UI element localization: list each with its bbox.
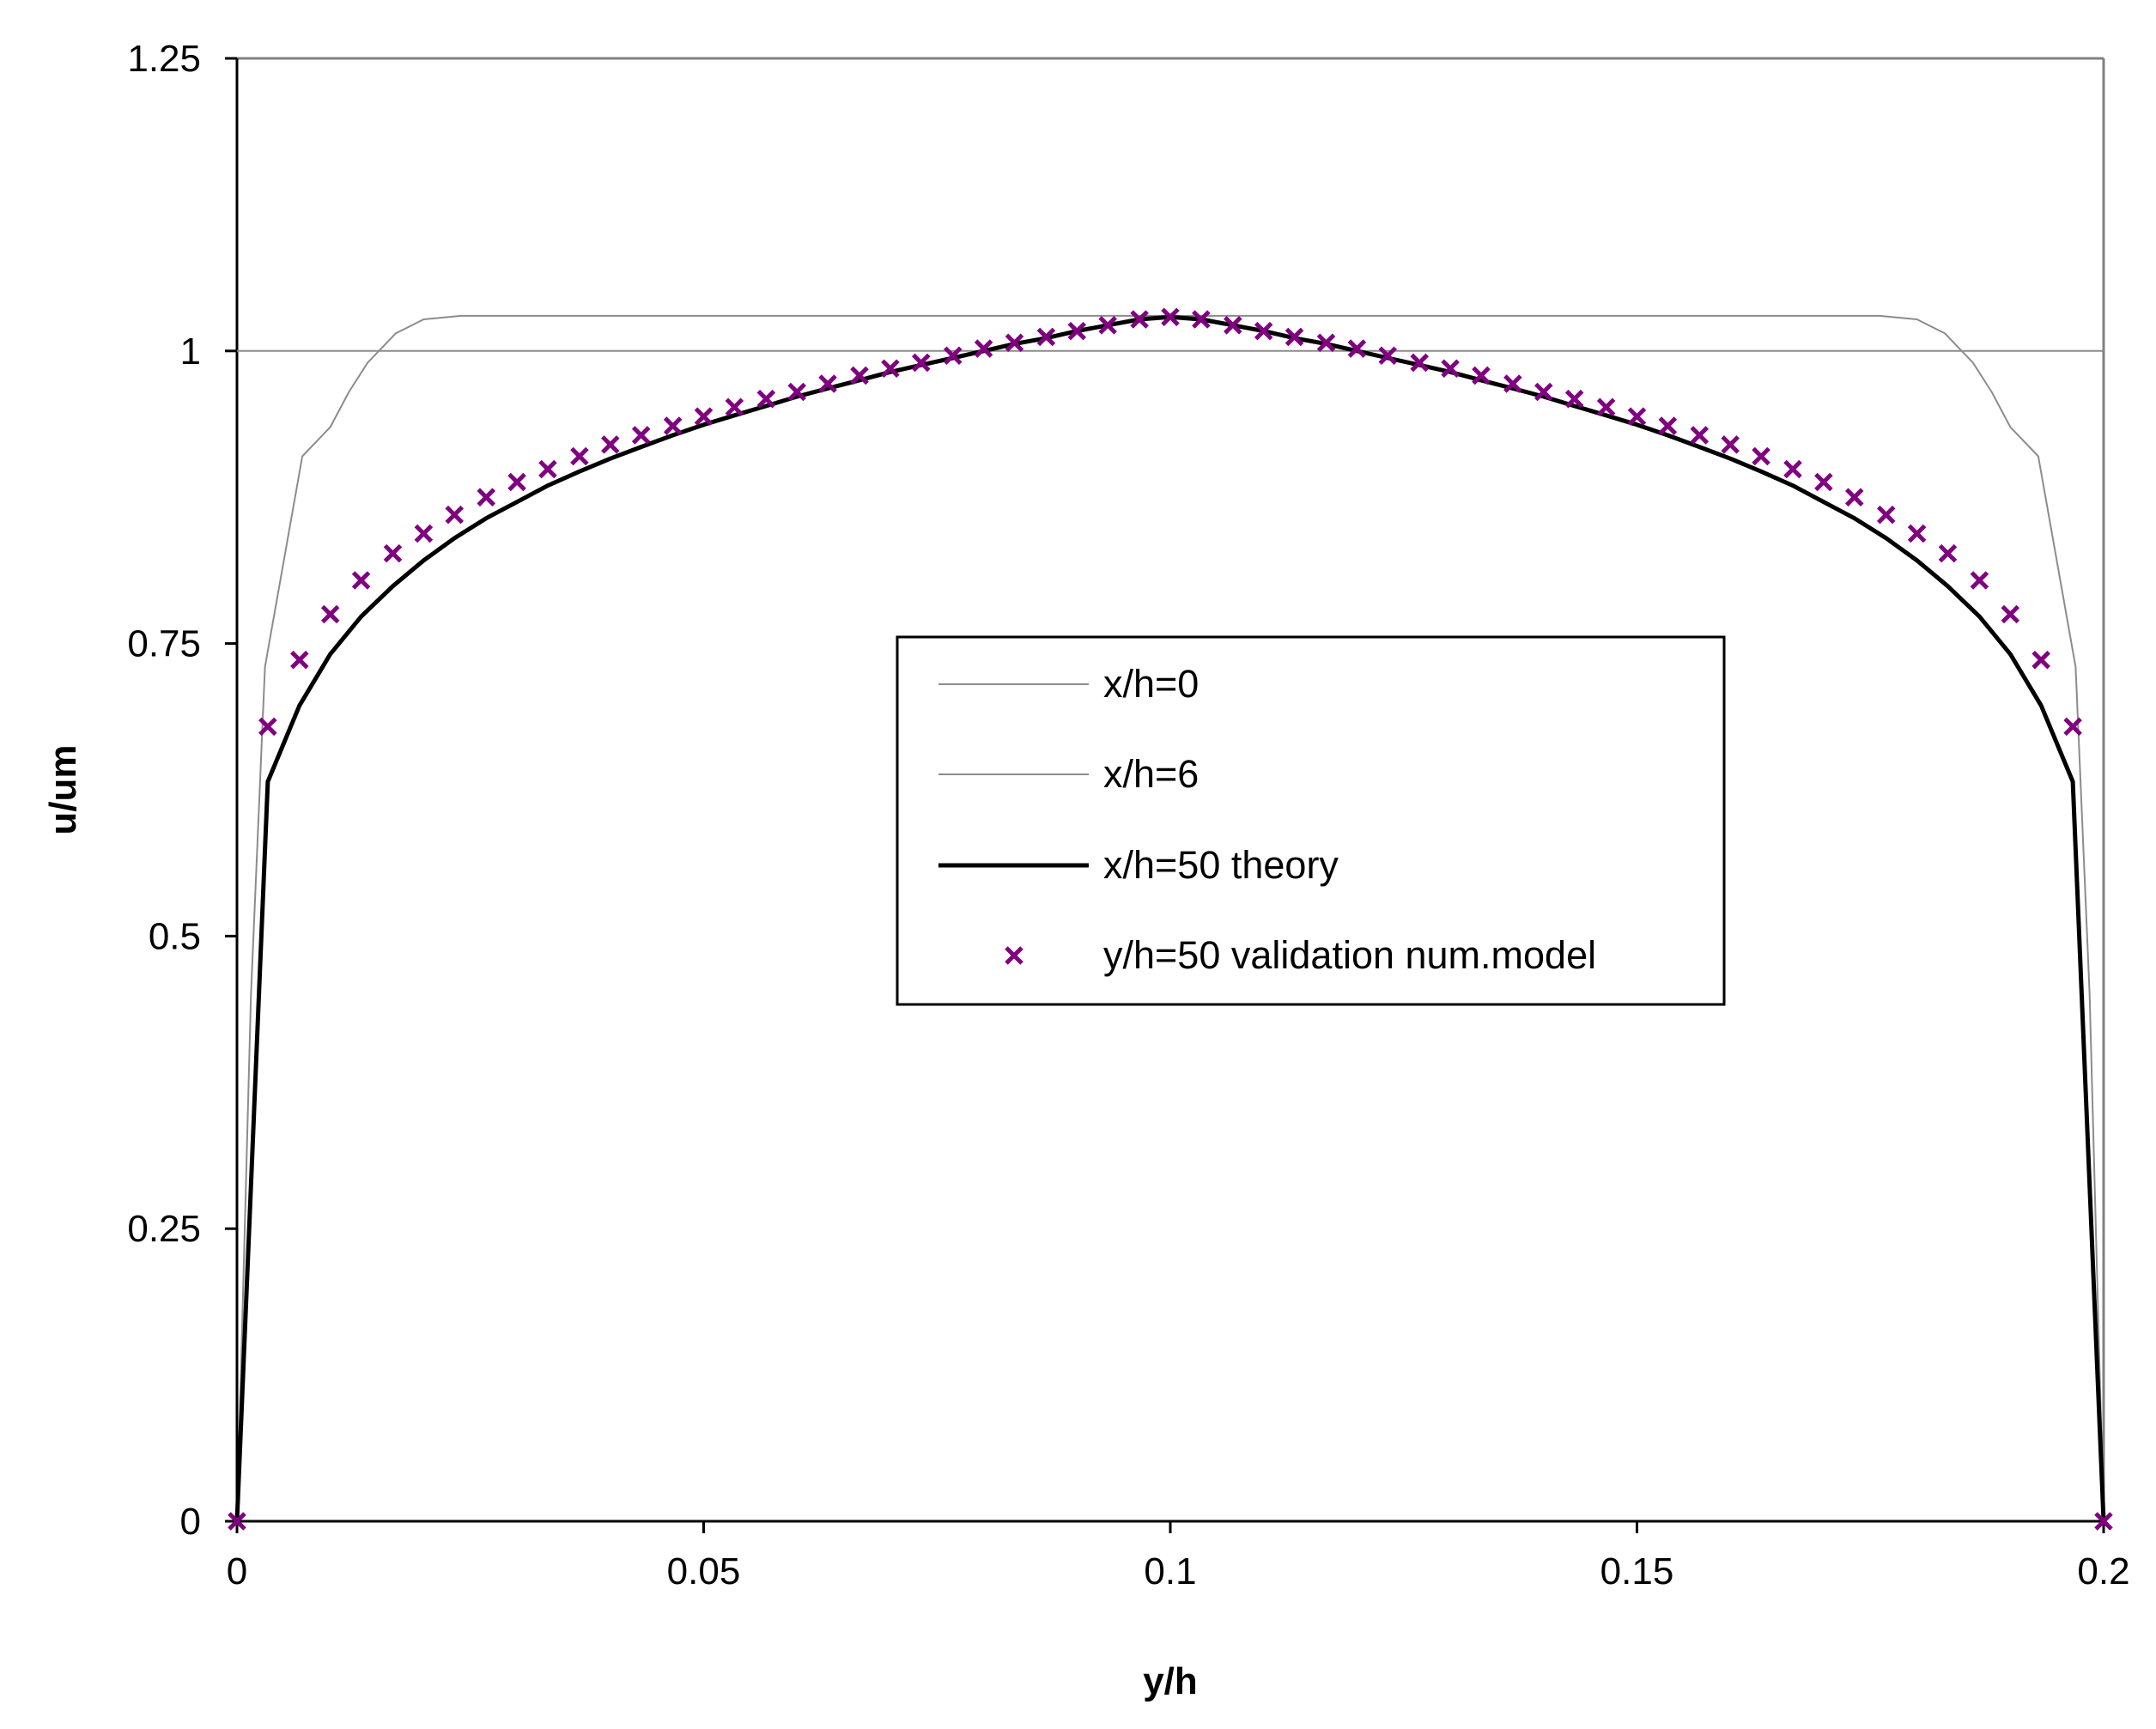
data-point-y-h-50-validation-num-model [2001, 604, 2020, 624]
x-tick-label: 0.1 [1144, 1550, 1196, 1592]
data-point-y-h-50-validation-num-model [383, 543, 403, 563]
axis-ticks: 0 0.05 0.1 0.15 0.2 0 0.25 0.5 0.75 1 1.25 [127, 38, 2129, 1592]
data-point-y-h-50-validation-num-model [477, 488, 495, 507]
data-point-y-h-50-validation-num-model [912, 353, 931, 373]
y-tick-label: 1 [180, 331, 201, 373]
data-point-y-h-50-validation-num-model [1845, 488, 1864, 507]
legend-swatch-validation [1005, 946, 1023, 965]
legend-label-validation: y/h=50 validation num.model [1103, 933, 1596, 977]
data-point-y-h-50-validation-num-model [2094, 1512, 2113, 1531]
data-point-y-h-50-validation-num-model [1596, 397, 1616, 417]
data-point-y-h-50-validation-num-model [1224, 316, 1242, 335]
data-point-y-h-50-validation-num-model [974, 339, 993, 358]
data-point-y-h-50-validation-num-model [1192, 310, 1211, 329]
data-point-y-h-50-validation-num-model [631, 426, 651, 445]
data-point-y-h-50-validation-num-model [1627, 407, 1647, 426]
data-point-y-h-50-validation-num-model [756, 389, 776, 409]
data-point-y-h-50-validation-num-model [1472, 366, 1491, 385]
data-point-y-h-50-validation-num-model [818, 374, 837, 393]
data-point-y-h-50-validation-num-model [1347, 339, 1367, 358]
data-point-y-h-50-validation-num-model [570, 446, 589, 466]
data-point-y-h-50-validation-num-model [1378, 346, 1398, 366]
x-tick-label: 0.05 [667, 1550, 741, 1592]
data-point-y-h-50-validation-num-model [1441, 359, 1460, 379]
data-point-y-h-50-validation-num-model [1098, 316, 1117, 335]
data-point-y-h-50-validation-num-model [258, 717, 277, 737]
data-point-y-h-50-validation-num-model [538, 459, 557, 479]
legend-label-x-h-6: x/h=6 [1103, 752, 1199, 796]
legend-box [896, 635, 1726, 1006]
x-tick-label: 0.2 [2077, 1550, 2129, 1592]
data-point-y-h-50-validation-num-model [1752, 446, 1770, 466]
data-point-y-h-50-validation-num-model [1254, 321, 1273, 341]
legend: x/h=0 x/h=6 x/h=50 theory y/h=50 validat… [896, 635, 1726, 1006]
data-point-y-h-50-validation-num-model [1161, 307, 1180, 327]
data-point-y-h-50-validation-num-model [1564, 389, 1584, 409]
data-point-y-h-50-validation-num-model [1907, 524, 1927, 543]
data-point-y-h-50-validation-num-model [725, 397, 744, 417]
y-tick-label: 1.25 [127, 38, 201, 80]
data-point-y-h-50-validation-num-model [1284, 327, 1304, 347]
data-point-y-h-50-validation-num-model [943, 346, 963, 366]
x-axis-title: y/h [1143, 1660, 1198, 1702]
y-tick-label: 0 [180, 1501, 201, 1543]
data-point-y-h-50-validation-num-model [1783, 459, 1802, 479]
data-point-y-h-50-validation-num-model [1130, 310, 1149, 329]
data-point-y-h-50-validation-num-model [507, 472, 526, 492]
data-point-y-h-50-validation-num-model [1721, 435, 1740, 454]
data-point-y-h-50-validation-num-model [694, 407, 714, 426]
y-tick-label: 0.25 [127, 1208, 201, 1250]
data-point-y-h-50-validation-num-model [1316, 333, 1336, 353]
y-axis-title: u/um [42, 744, 84, 834]
series-layer [228, 307, 2113, 1531]
y-tick-label: 0.5 [149, 915, 201, 957]
data-point-y-h-50-validation-num-model [1036, 327, 1056, 347]
data-point-y-h-50-validation-num-model [850, 366, 869, 385]
data-point-y-h-50-validation-num-model [881, 359, 900, 379]
data-point-y-h-50-validation-num-model [290, 650, 309, 670]
legend-label-x-h-0: x/h=0 [1103, 662, 1199, 706]
data-point-y-h-50-validation-num-model [1534, 382, 1553, 402]
data-point-y-h-50-validation-num-model [351, 571, 371, 590]
data-point-y-h-50-validation-num-model [1876, 505, 1896, 525]
data-point-y-h-50-validation-num-model [1410, 353, 1429, 373]
y-tick-label: 0.75 [127, 623, 201, 665]
data-point-y-h-50-validation-num-model [787, 382, 806, 402]
data-point-y-h-50-validation-num-model [1067, 321, 1087, 341]
data-point-y-h-50-validation-num-model [414, 524, 434, 543]
data-point-y-h-50-validation-num-model [2031, 650, 2050, 670]
data-point-y-h-50-validation-num-model [2063, 717, 2082, 737]
data-point-y-h-50-validation-num-model [663, 416, 683, 435]
x-tick-label: 0 [227, 1550, 247, 1592]
data-point-y-h-50-validation-num-model [1970, 571, 1989, 590]
data-point-y-h-50-validation-num-model [445, 505, 465, 525]
data-point-y-h-50-validation-num-model [1503, 374, 1522, 393]
data-point-y-h-50-validation-num-model [1658, 416, 1678, 435]
data-point-y-h-50-validation-num-model [601, 435, 620, 454]
data-point-y-h-50-validation-num-model [228, 1512, 246, 1531]
data-point-y-h-50-validation-num-model [1690, 426, 1710, 445]
x-tick-label: 0.15 [1600, 1550, 1674, 1592]
data-point-y-h-50-validation-num-model [1005, 333, 1024, 353]
data-point-y-h-50-validation-num-model [320, 604, 340, 624]
legend-label-theory: x/h=50 theory [1103, 843, 1339, 887]
data-point-y-h-50-validation-num-model [1938, 543, 1958, 563]
data-point-y-h-50-validation-num-model [1814, 472, 1833, 492]
